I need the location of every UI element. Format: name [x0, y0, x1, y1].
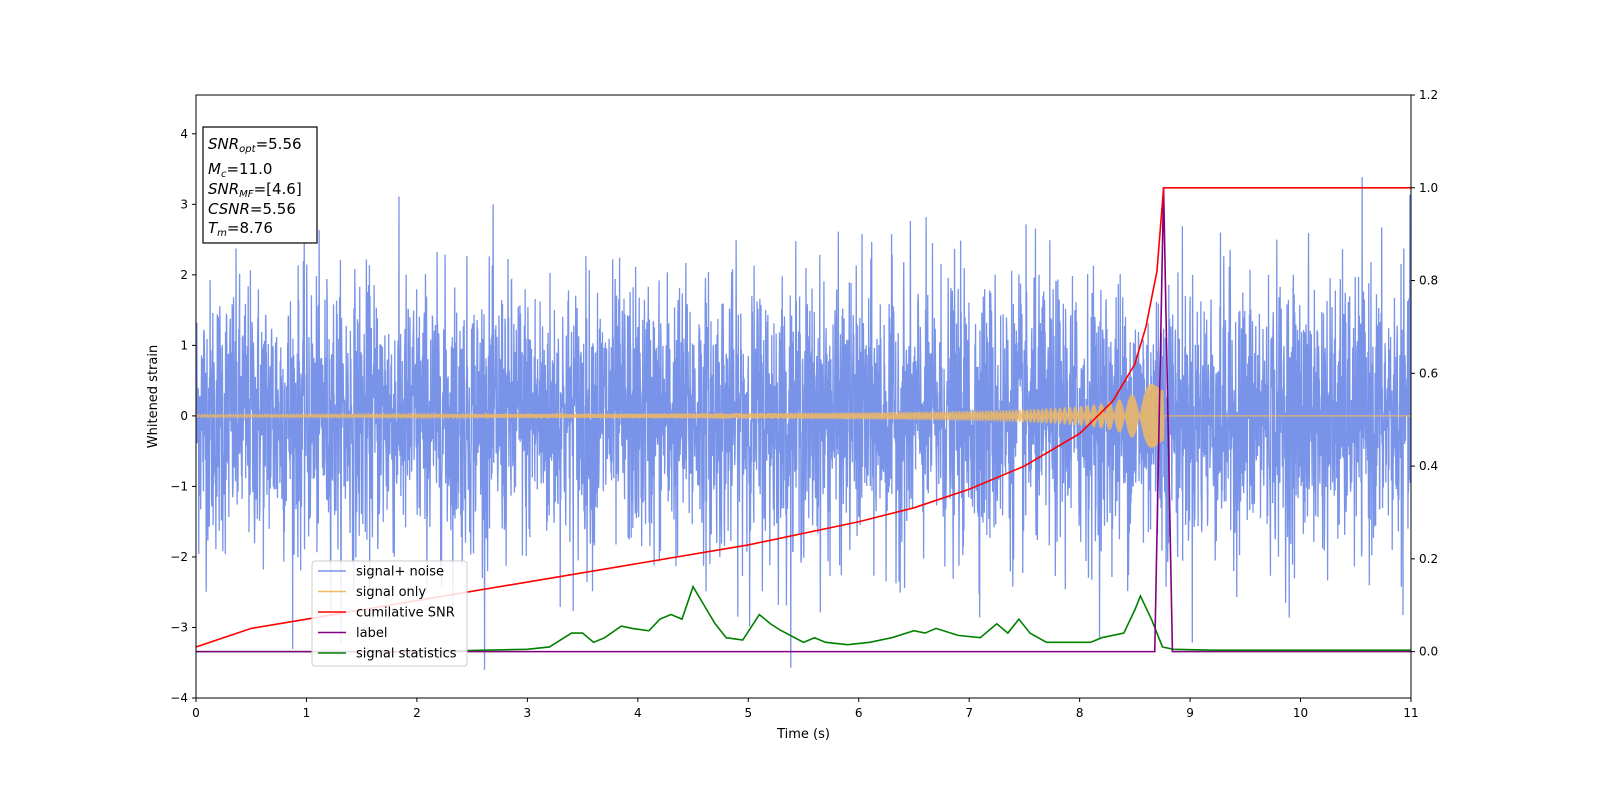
info-box-frame: [202, 126, 318, 244]
y-left-tick-label: 0: [180, 409, 188, 423]
info-box-line: Mc=11.0: [208, 160, 272, 180]
ticks: 0 1 2 3 4 5 6 7 8 9 10 11 −4 −3 −2 −1 0 1 2 3 4 0.0 0.2 0.4 0.6 0…: [170, 88, 1438, 720]
y-right-tick-label: 0.6: [1419, 366, 1438, 380]
legend-entry-label: label: [356, 626, 387, 641]
legend: signal+ noise signal only cumilative SNR la…: [311, 560, 468, 667]
y-axis-label: Whitened strain: [146, 345, 161, 448]
y-right-tick-label: 0.8: [1419, 274, 1438, 288]
y-right-tick-label: 1.0: [1419, 181, 1438, 195]
x-tick-label: 0: [192, 706, 200, 720]
y-left-tick-label: −2: [170, 550, 188, 564]
x-tick-label: 3: [524, 706, 532, 720]
y-left-tick-label: −4: [170, 691, 188, 705]
legend-entry-label: signal statistics: [356, 647, 457, 662]
legend-entry-label: cumilative SNR: [356, 606, 455, 621]
y-left-tick-label: 2: [180, 268, 188, 282]
x-tick-label: 4: [634, 706, 642, 720]
y-left-tick-label: −1: [170, 479, 188, 493]
info-box-line: CSNR=5.56: [208, 200, 296, 218]
legend-entry-label: signal only: [356, 585, 426, 600]
y-right-tick-label: 0.0: [1419, 645, 1438, 659]
y-right-tick-label: 0.2: [1419, 552, 1438, 566]
y-left-tick-label: 3: [180, 197, 188, 211]
legend-frame: [311, 560, 468, 667]
x-axis-label: Time (s): [776, 727, 830, 742]
axes-frame: [195, 94, 1412, 699]
x-tick-label: 8: [1076, 706, 1084, 720]
y-left-tick-label: 1: [180, 338, 188, 352]
x-tick-label: 1: [303, 706, 311, 720]
info-box-line: SNRopt=5.56: [208, 135, 302, 155]
legend-entry-label: signal+ noise: [356, 565, 444, 580]
y-left-tick-label: −3: [170, 620, 188, 634]
x-tick-label: 2: [413, 706, 421, 720]
x-tick-label: 11: [1403, 706, 1418, 720]
x-tick-label: 6: [855, 706, 863, 720]
series-signal-statistics-line: [196, 584, 1411, 653]
info-box-line: Tm=8.76: [208, 219, 273, 239]
y-left-tick-label: 4: [180, 127, 188, 141]
x-tick-label: 7: [965, 706, 973, 720]
x-tick-label: 5: [744, 706, 752, 720]
info-box: SNRopt=5.56 Mc=11.0SNRMF=[4.6]CSNR=5.56Tm…: [202, 126, 318, 244]
info-box-line: SNRMF=[4.6]: [208, 180, 302, 200]
x-tick-label: 9: [1186, 706, 1194, 720]
y-right-tick-label: 0.4: [1419, 459, 1438, 473]
series-signal-only-line: [196, 384, 1411, 448]
x-tick-label: 10: [1293, 706, 1308, 720]
y-right-tick-label: 1.2: [1419, 88, 1438, 102]
